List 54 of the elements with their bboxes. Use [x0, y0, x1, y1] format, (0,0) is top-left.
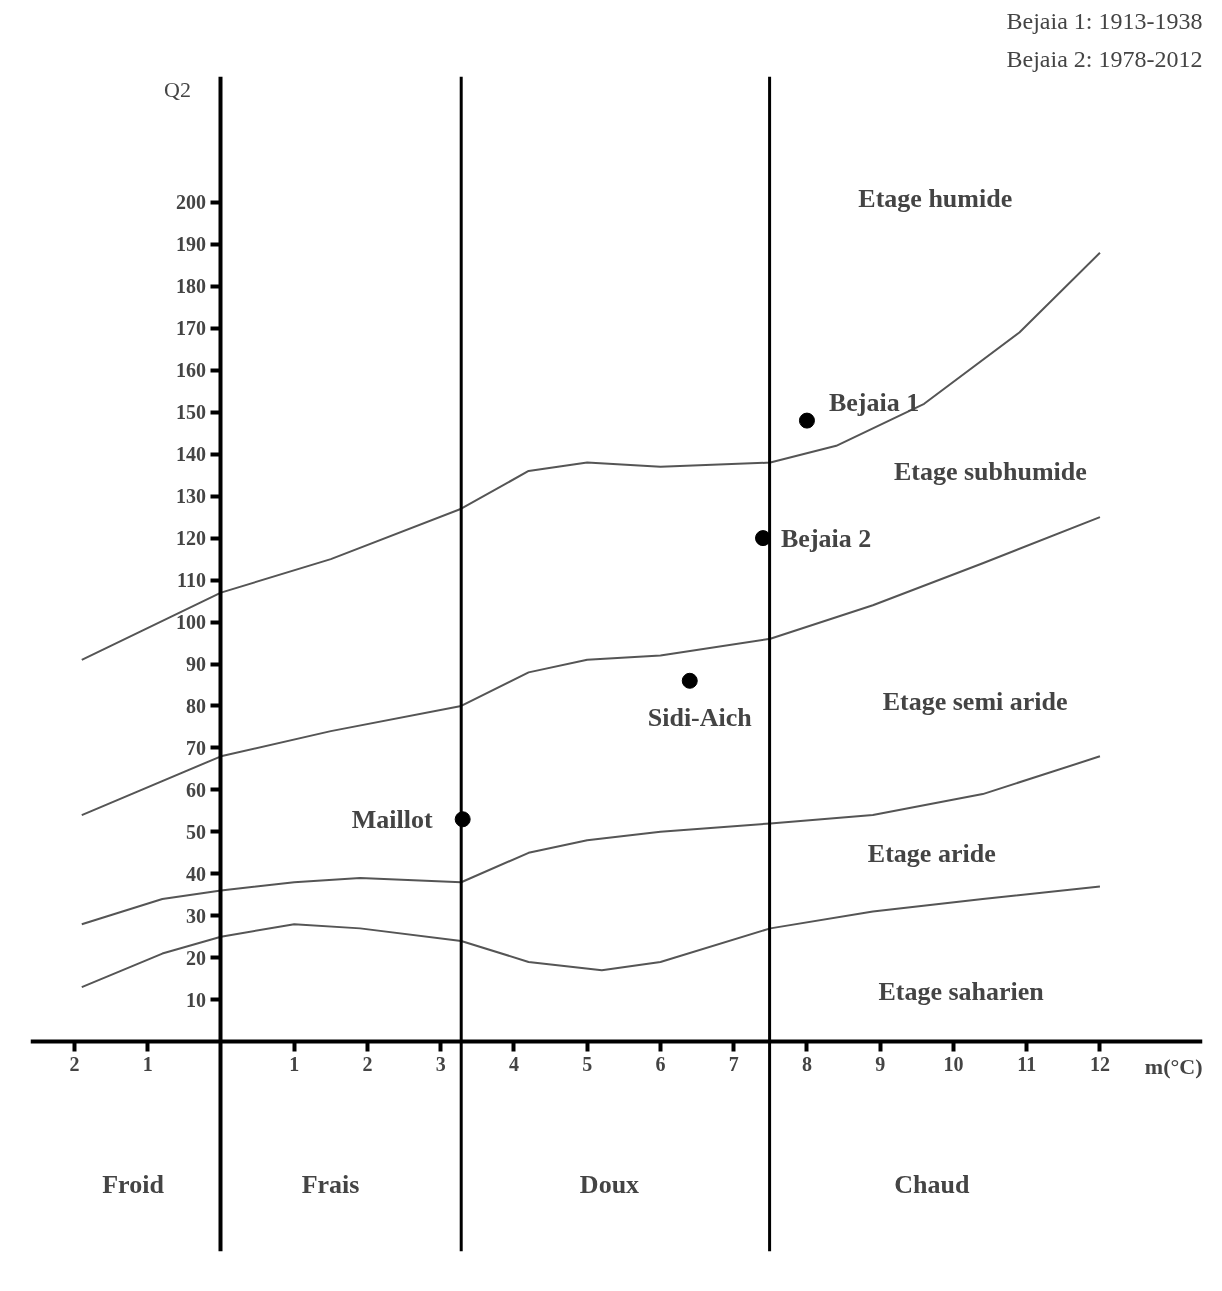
x-tick-label: 1 [142, 1052, 153, 1075]
x-tick-label: 3 [435, 1052, 446, 1075]
y-tick-label: 200 [175, 191, 206, 214]
x-tick-label: 7 [728, 1052, 739, 1075]
y-tick-label: 160 [175, 359, 206, 382]
annotation: Etage aride [867, 838, 996, 868]
y-tick-label: 10 [185, 988, 206, 1011]
y-tick-label: 60 [185, 778, 206, 801]
annotation: Etage saharien [878, 977, 1045, 1007]
y-tick-label: 30 [185, 904, 206, 927]
point [755, 530, 771, 547]
point [798, 412, 815, 429]
y-tick-label: 110 [177, 569, 206, 592]
x-tick-label: 2 [362, 1052, 373, 1075]
x-tick-label: 9 [875, 1052, 886, 1075]
x-tick-label: 12 [1089, 1052, 1110, 1075]
x-tick-label: 2 [69, 1052, 80, 1075]
x-tick-label: 4 [508, 1052, 519, 1075]
y-axis-title: Q2 [164, 76, 191, 102]
y-tick-label: 150 [175, 401, 206, 424]
line-series [80, 755, 1101, 926]
point [681, 672, 698, 689]
y-tick-label: 170 [175, 317, 206, 340]
y-tick-label: 140 [175, 443, 206, 466]
annotation: Froid [102, 1170, 165, 1200]
y-tick-label: 80 [185, 694, 206, 717]
annotation: Sidi-Aich [647, 702, 753, 732]
annotation: Maillot [351, 804, 434, 834]
y-tick-label: 130 [175, 485, 206, 508]
y-tick-label: 70 [185, 736, 206, 759]
y-tick-label: 90 [185, 653, 206, 675]
y-tick-label: 100 [175, 611, 206, 634]
y-tick-label: 40 [185, 862, 206, 885]
x-tick-label: 8 [801, 1052, 812, 1075]
y-tick-label: 190 [175, 233, 206, 256]
annotation: Etage semi aride [882, 687, 1068, 717]
x-tick-label: 11 [1017, 1052, 1037, 1075]
x-tick-label: 5 [582, 1052, 593, 1075]
y-tick-label: 50 [185, 820, 206, 843]
annotation: Frais [301, 1170, 360, 1200]
y-tick-label: 120 [175, 527, 206, 550]
annotation: Bejaia 2 [781, 523, 872, 553]
text: Bejaia 1: 1913-1938 [1006, 7, 1203, 34]
x-tick-label: 10 [943, 1052, 964, 1075]
annotation: Etage subhumide [893, 456, 1087, 486]
annotation: Chaud [894, 1170, 970, 1200]
y-tick-label: 180 [175, 275, 206, 298]
x-axis-title: m(°C) [1144, 1053, 1203, 1079]
text: Bejaia 2: 1978-2012 [1006, 45, 1203, 72]
x-tick-label: 1 [289, 1052, 300, 1075]
annotation: Etage humide [858, 184, 1013, 214]
annotation: Doux [579, 1170, 640, 1200]
y-tick-label: 20 [185, 946, 206, 969]
x-tick-label: 6 [655, 1052, 666, 1075]
